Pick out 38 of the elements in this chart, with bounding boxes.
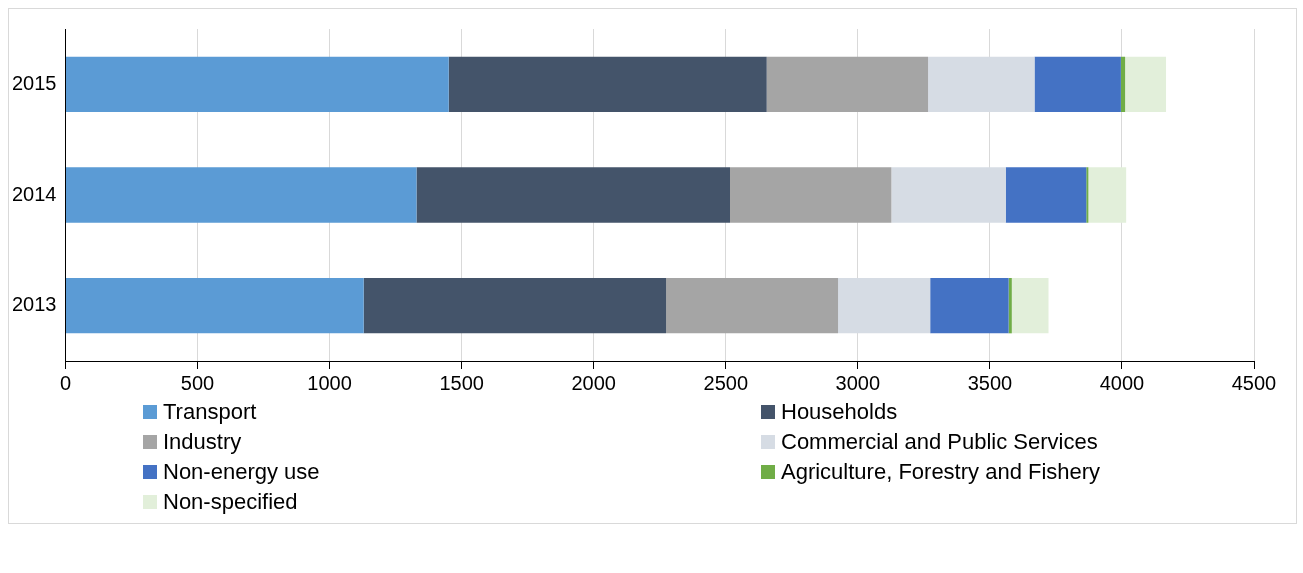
bar <box>1086 167 1089 223</box>
bar <box>1011 278 1049 334</box>
bar <box>1034 56 1121 112</box>
x-tick-label: 4000 <box>1099 371 1145 394</box>
x-tick-label: 4500 <box>1231 371 1277 394</box>
bar <box>1088 167 1127 223</box>
x-tick-label: 3500 <box>967 371 1013 394</box>
legend-label: Non-energy use <box>163 459 320 485</box>
legend-label: Commercial and Public Services <box>781 429 1098 455</box>
x-tick-label: 3000 <box>835 371 881 394</box>
legend-label: Industry <box>163 429 242 455</box>
y-tick-label: 2015 <box>11 71 57 94</box>
x-tick-label: 2000 <box>571 371 616 394</box>
bar <box>1005 167 1087 223</box>
bar <box>448 56 767 112</box>
bar <box>1125 56 1167 112</box>
x-tick-label: 1000 <box>307 371 352 394</box>
bar <box>730 167 892 223</box>
x-tick-label: 1500 <box>439 371 484 394</box>
x-tick-label: 500 <box>180 371 215 394</box>
bar <box>766 56 929 112</box>
legend-label: Transport <box>163 399 257 425</box>
bar <box>1008 278 1012 334</box>
x-tick-label: 2500 <box>703 371 749 394</box>
y-tick-label: 2013 <box>11 293 57 316</box>
bar <box>1120 56 1126 112</box>
legend-label: Agriculture, Forestry and Fishery <box>781 459 1101 485</box>
legend-label: Non-specified <box>163 489 298 515</box>
bar <box>65 56 449 112</box>
bar <box>416 167 730 223</box>
bar <box>666 278 839 334</box>
bar <box>65 167 417 223</box>
x-tick-label: 0 <box>59 371 72 394</box>
bar <box>65 278 364 334</box>
y-tick-label: 2014 <box>11 182 57 205</box>
bar <box>930 278 1009 334</box>
legend-label: Households <box>781 399 898 425</box>
bar <box>363 278 667 334</box>
